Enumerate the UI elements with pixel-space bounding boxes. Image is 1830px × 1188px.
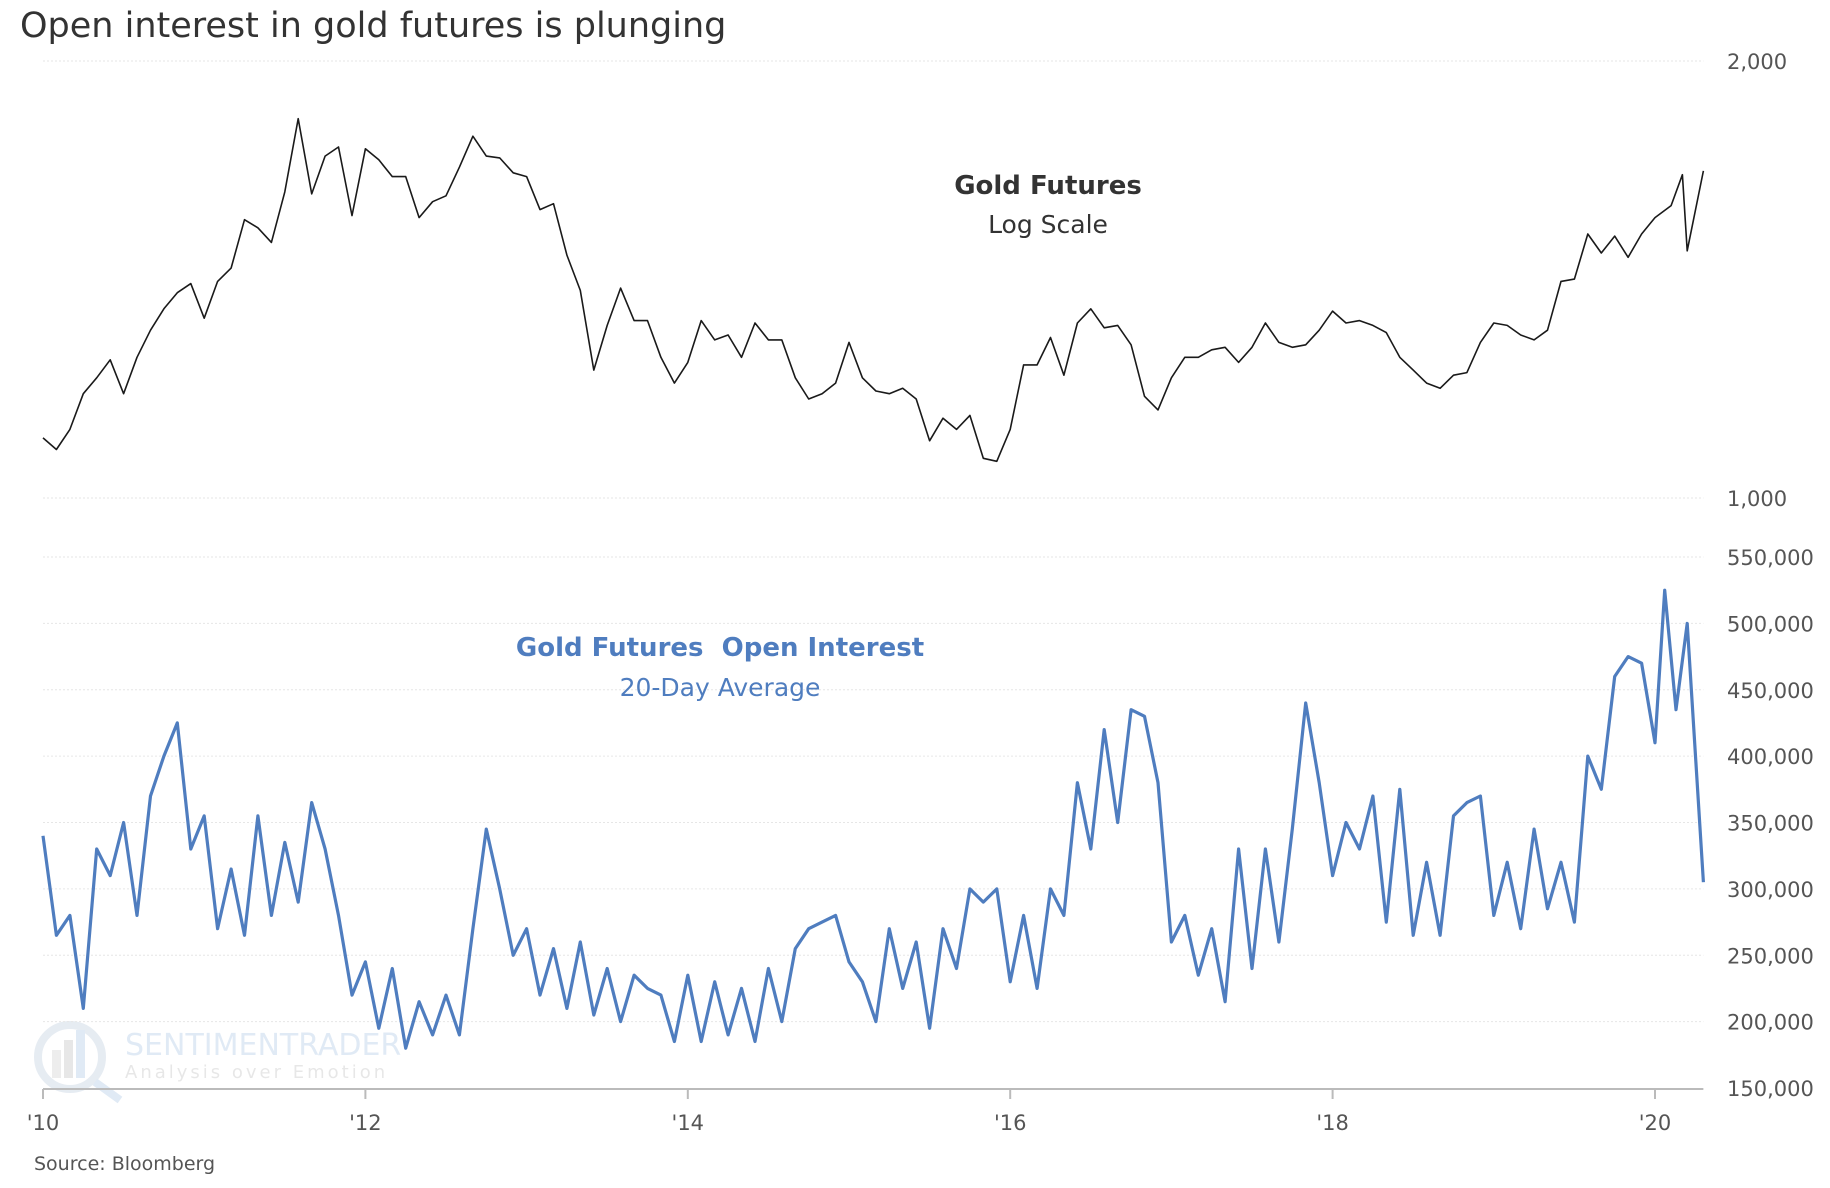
open-interest-y-tick-label: 450,000: [1727, 679, 1814, 703]
watermark-logo: SENTIMENTRADER Analysis over Emotion: [34, 1021, 401, 1104]
gold-price-y-tick-label: 2,000: [1727, 50, 1787, 74]
gold-price-y-tick-label: 1,000: [1727, 487, 1787, 511]
gold-series-label: Gold Futures: [954, 171, 1142, 201]
x-tick-label: '18: [1316, 1111, 1349, 1135]
x-tick-label: '14: [672, 1111, 705, 1135]
oi-series-label: Gold Futures Open Interest: [516, 633, 924, 663]
open-interest-y-tick-label: 150,000: [1727, 1077, 1814, 1101]
open-interest-y-tick-label: 500,000: [1727, 612, 1814, 636]
open-interest-y-tick-label: 200,000: [1727, 1011, 1814, 1035]
x-tick-label: '20: [1639, 1111, 1672, 1135]
open-interest-y-tick-label: 350,000: [1727, 812, 1814, 836]
x-tick-label: '12: [349, 1111, 382, 1135]
open-interest-y-tick-label: 250,000: [1727, 944, 1814, 968]
open-interest-y-tick-label: 300,000: [1727, 878, 1814, 902]
x-tick-label: '10: [27, 1111, 60, 1135]
chart-title: Open interest in gold futures is plungin…: [20, 6, 726, 46]
gold-price-line: [42, 117, 1705, 463]
open-interest-line: [41, 588, 1705, 1050]
gold-series-sublabel: Log Scale: [988, 210, 1108, 239]
oi-series-sublabel: 20-Day Average: [620, 673, 821, 702]
watermark-tagline: Analysis over Emotion: [125, 1062, 388, 1083]
open-interest-y-tick-label: 550,000: [1727, 546, 1814, 570]
x-tick-label: '16: [994, 1111, 1027, 1135]
watermark-name: SENTIMENTRADER: [125, 1028, 401, 1063]
open-interest-y-tick-label: 400,000: [1727, 745, 1814, 769]
source-note: Source: Bloomberg: [34, 1153, 215, 1175]
